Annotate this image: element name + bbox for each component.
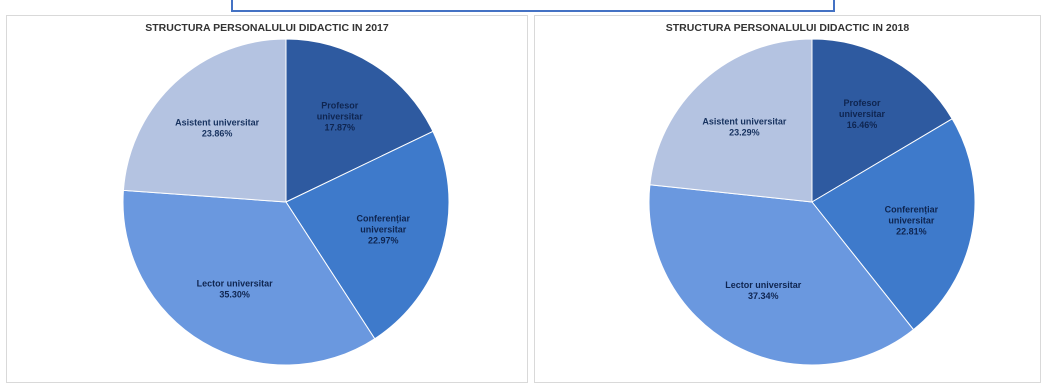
slice-data-label: Asistent universitar 23.86% bbox=[175, 118, 260, 139]
pie-slice-conferen-iar-universitar bbox=[811, 118, 976, 331]
chart-panel-2018: STRUCTURA PERSONALULUI DIDACTIC IN 2018 … bbox=[534, 15, 1041, 383]
top-frame-border bbox=[231, 0, 835, 12]
slice-data-label: Asistent universitar 23.29% bbox=[702, 116, 787, 137]
slice-data-label: Conferențiar universitar 22.97% bbox=[357, 213, 411, 245]
chart-title: STRUCTURA PERSONALULUI DIDACTIC IN 2017 bbox=[145, 22, 389, 34]
pie-slice-lector-universitar bbox=[648, 184, 915, 366]
slice-data-label: Profesor universitar 17.87% bbox=[317, 101, 364, 133]
pie-slice-conferen-iar-universitar bbox=[285, 130, 450, 340]
slice-data-label: Profesor universitar 16.46% bbox=[839, 98, 886, 130]
slice-data-label: Lector universitar 37.34% bbox=[725, 280, 802, 301]
pie-chart-2018: Profesor universitar 16.46% Conferențiar uni… bbox=[648, 38, 976, 366]
chart-panel-2017: STRUCTURA PERSONALULUI DIDACTIC IN 2017 … bbox=[6, 15, 528, 383]
chart-title: STRUCTURA PERSONALULUI DIDACTIC IN 2018 bbox=[665, 22, 910, 34]
pie-chart-2017: Profesor universitar 17.87% Conferențiar uni… bbox=[122, 38, 450, 366]
pie-slice-asistent-universitar bbox=[122, 38, 287, 203]
pie-slice-profesor-universitar bbox=[285, 38, 434, 203]
slice-data-label: Lector universitar 35.30% bbox=[197, 279, 274, 300]
pie-slice-lector-universitar bbox=[122, 189, 376, 366]
pie-slice-asistent-universitar bbox=[649, 38, 813, 203]
pie-slice-profesor-universitar bbox=[811, 38, 953, 203]
slice-data-label: Conferențiar universitar 22.81% bbox=[885, 204, 939, 236]
